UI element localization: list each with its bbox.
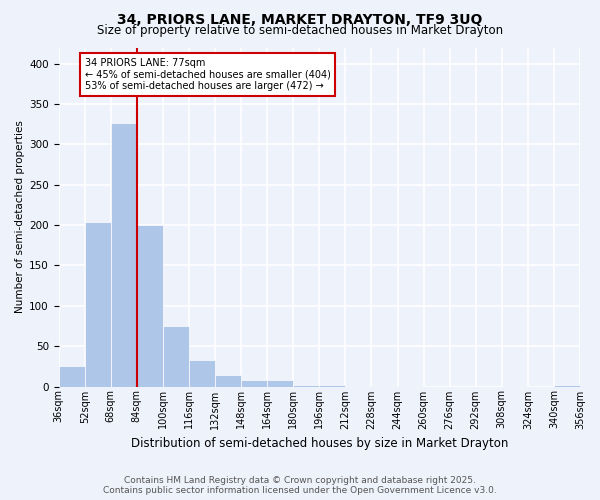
X-axis label: Distribution of semi-detached houses by size in Market Drayton: Distribution of semi-detached houses by …	[131, 437, 508, 450]
Bar	[137, 225, 163, 386]
Bar	[163, 326, 189, 386]
Bar	[554, 385, 580, 386]
Bar	[189, 360, 215, 386]
Text: 34, PRIORS LANE, MARKET DRAYTON, TF9 3UQ: 34, PRIORS LANE, MARKET DRAYTON, TF9 3UQ	[118, 12, 482, 26]
Bar	[111, 122, 137, 386]
Text: 34 PRIORS LANE: 77sqm
← 45% of semi-detached houses are smaller (404)
53% of sem: 34 PRIORS LANE: 77sqm ← 45% of semi-deta…	[85, 58, 331, 91]
Bar	[215, 375, 241, 386]
Bar	[85, 222, 111, 386]
Bar	[241, 380, 267, 386]
Y-axis label: Number of semi-detached properties: Number of semi-detached properties	[15, 120, 25, 314]
Bar	[293, 385, 319, 386]
Text: Contains HM Land Registry data © Crown copyright and database right 2025.
Contai: Contains HM Land Registry data © Crown c…	[103, 476, 497, 495]
Bar	[267, 380, 293, 386]
Text: Size of property relative to semi-detached houses in Market Drayton: Size of property relative to semi-detach…	[97, 24, 503, 37]
Bar	[319, 385, 346, 386]
Bar	[59, 366, 85, 386]
